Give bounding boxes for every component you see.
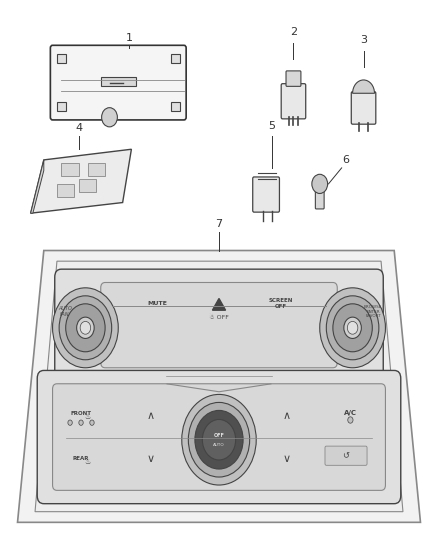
Text: 4: 4	[75, 123, 82, 133]
Text: AUTO: AUTO	[213, 443, 225, 447]
Text: A/C: A/C	[344, 410, 357, 416]
Polygon shape	[31, 160, 44, 213]
Circle shape	[80, 321, 91, 334]
FancyBboxPatch shape	[55, 269, 383, 381]
Bar	[57, 54, 66, 63]
Wedge shape	[353, 80, 374, 93]
Text: AUTO
FAN: AUTO FAN	[58, 306, 72, 317]
Circle shape	[53, 288, 118, 368]
Text: 1: 1	[126, 33, 133, 43]
Polygon shape	[31, 149, 131, 213]
Text: ↺: ↺	[343, 451, 350, 460]
Circle shape	[320, 288, 385, 368]
FancyBboxPatch shape	[325, 446, 367, 465]
Text: REAR: REAR	[73, 456, 89, 461]
FancyBboxPatch shape	[351, 92, 376, 124]
Text: SCREEN
OFF: SCREEN OFF	[268, 298, 293, 309]
Bar	[171, 102, 180, 111]
Text: ∧: ∧	[147, 411, 155, 421]
FancyBboxPatch shape	[50, 45, 186, 120]
Circle shape	[333, 304, 372, 352]
Circle shape	[79, 420, 83, 425]
Text: 3: 3	[360, 35, 367, 45]
Polygon shape	[212, 298, 226, 310]
Bar	[79, 179, 96, 192]
Text: 6: 6	[343, 155, 350, 165]
Text: ♨: ♨	[85, 414, 91, 420]
Text: OFF: OFF	[214, 433, 224, 438]
Circle shape	[326, 296, 379, 360]
FancyBboxPatch shape	[315, 185, 324, 209]
Text: MUTE: MUTE	[148, 301, 168, 306]
Text: 5: 5	[268, 120, 275, 131]
Bar	[101, 77, 136, 86]
FancyBboxPatch shape	[37, 370, 401, 504]
Polygon shape	[35, 261, 403, 512]
Circle shape	[188, 402, 250, 477]
Circle shape	[195, 410, 243, 469]
Text: ∨: ∨	[283, 455, 291, 464]
Bar	[57, 102, 66, 111]
Text: ∧: ∧	[283, 411, 291, 421]
Bar	[61, 163, 79, 176]
Circle shape	[348, 417, 353, 423]
Circle shape	[347, 321, 358, 334]
Text: ∨: ∨	[147, 455, 155, 464]
Bar	[88, 163, 105, 176]
Circle shape	[344, 317, 361, 338]
Text: BROWSE
ENTER
FAVORT: BROWSE ENTER FAVORT	[364, 305, 382, 318]
Circle shape	[182, 394, 256, 485]
Circle shape	[66, 304, 105, 352]
Text: ☃ OFF: ☃ OFF	[209, 314, 229, 320]
Circle shape	[102, 108, 117, 127]
FancyBboxPatch shape	[281, 84, 306, 119]
Circle shape	[202, 419, 236, 460]
FancyBboxPatch shape	[286, 71, 301, 86]
Text: 2: 2	[290, 27, 297, 37]
Circle shape	[59, 296, 112, 360]
Polygon shape	[18, 251, 420, 522]
Circle shape	[312, 174, 328, 193]
Text: ♨: ♨	[85, 459, 91, 465]
Text: 7: 7	[215, 219, 223, 229]
Text: FRONT: FRONT	[71, 410, 92, 416]
Circle shape	[77, 317, 94, 338]
Bar	[171, 54, 180, 63]
Circle shape	[68, 420, 72, 425]
Circle shape	[90, 420, 94, 425]
FancyBboxPatch shape	[101, 282, 337, 368]
FancyBboxPatch shape	[253, 177, 279, 212]
Bar	[57, 184, 74, 197]
FancyBboxPatch shape	[53, 384, 385, 490]
